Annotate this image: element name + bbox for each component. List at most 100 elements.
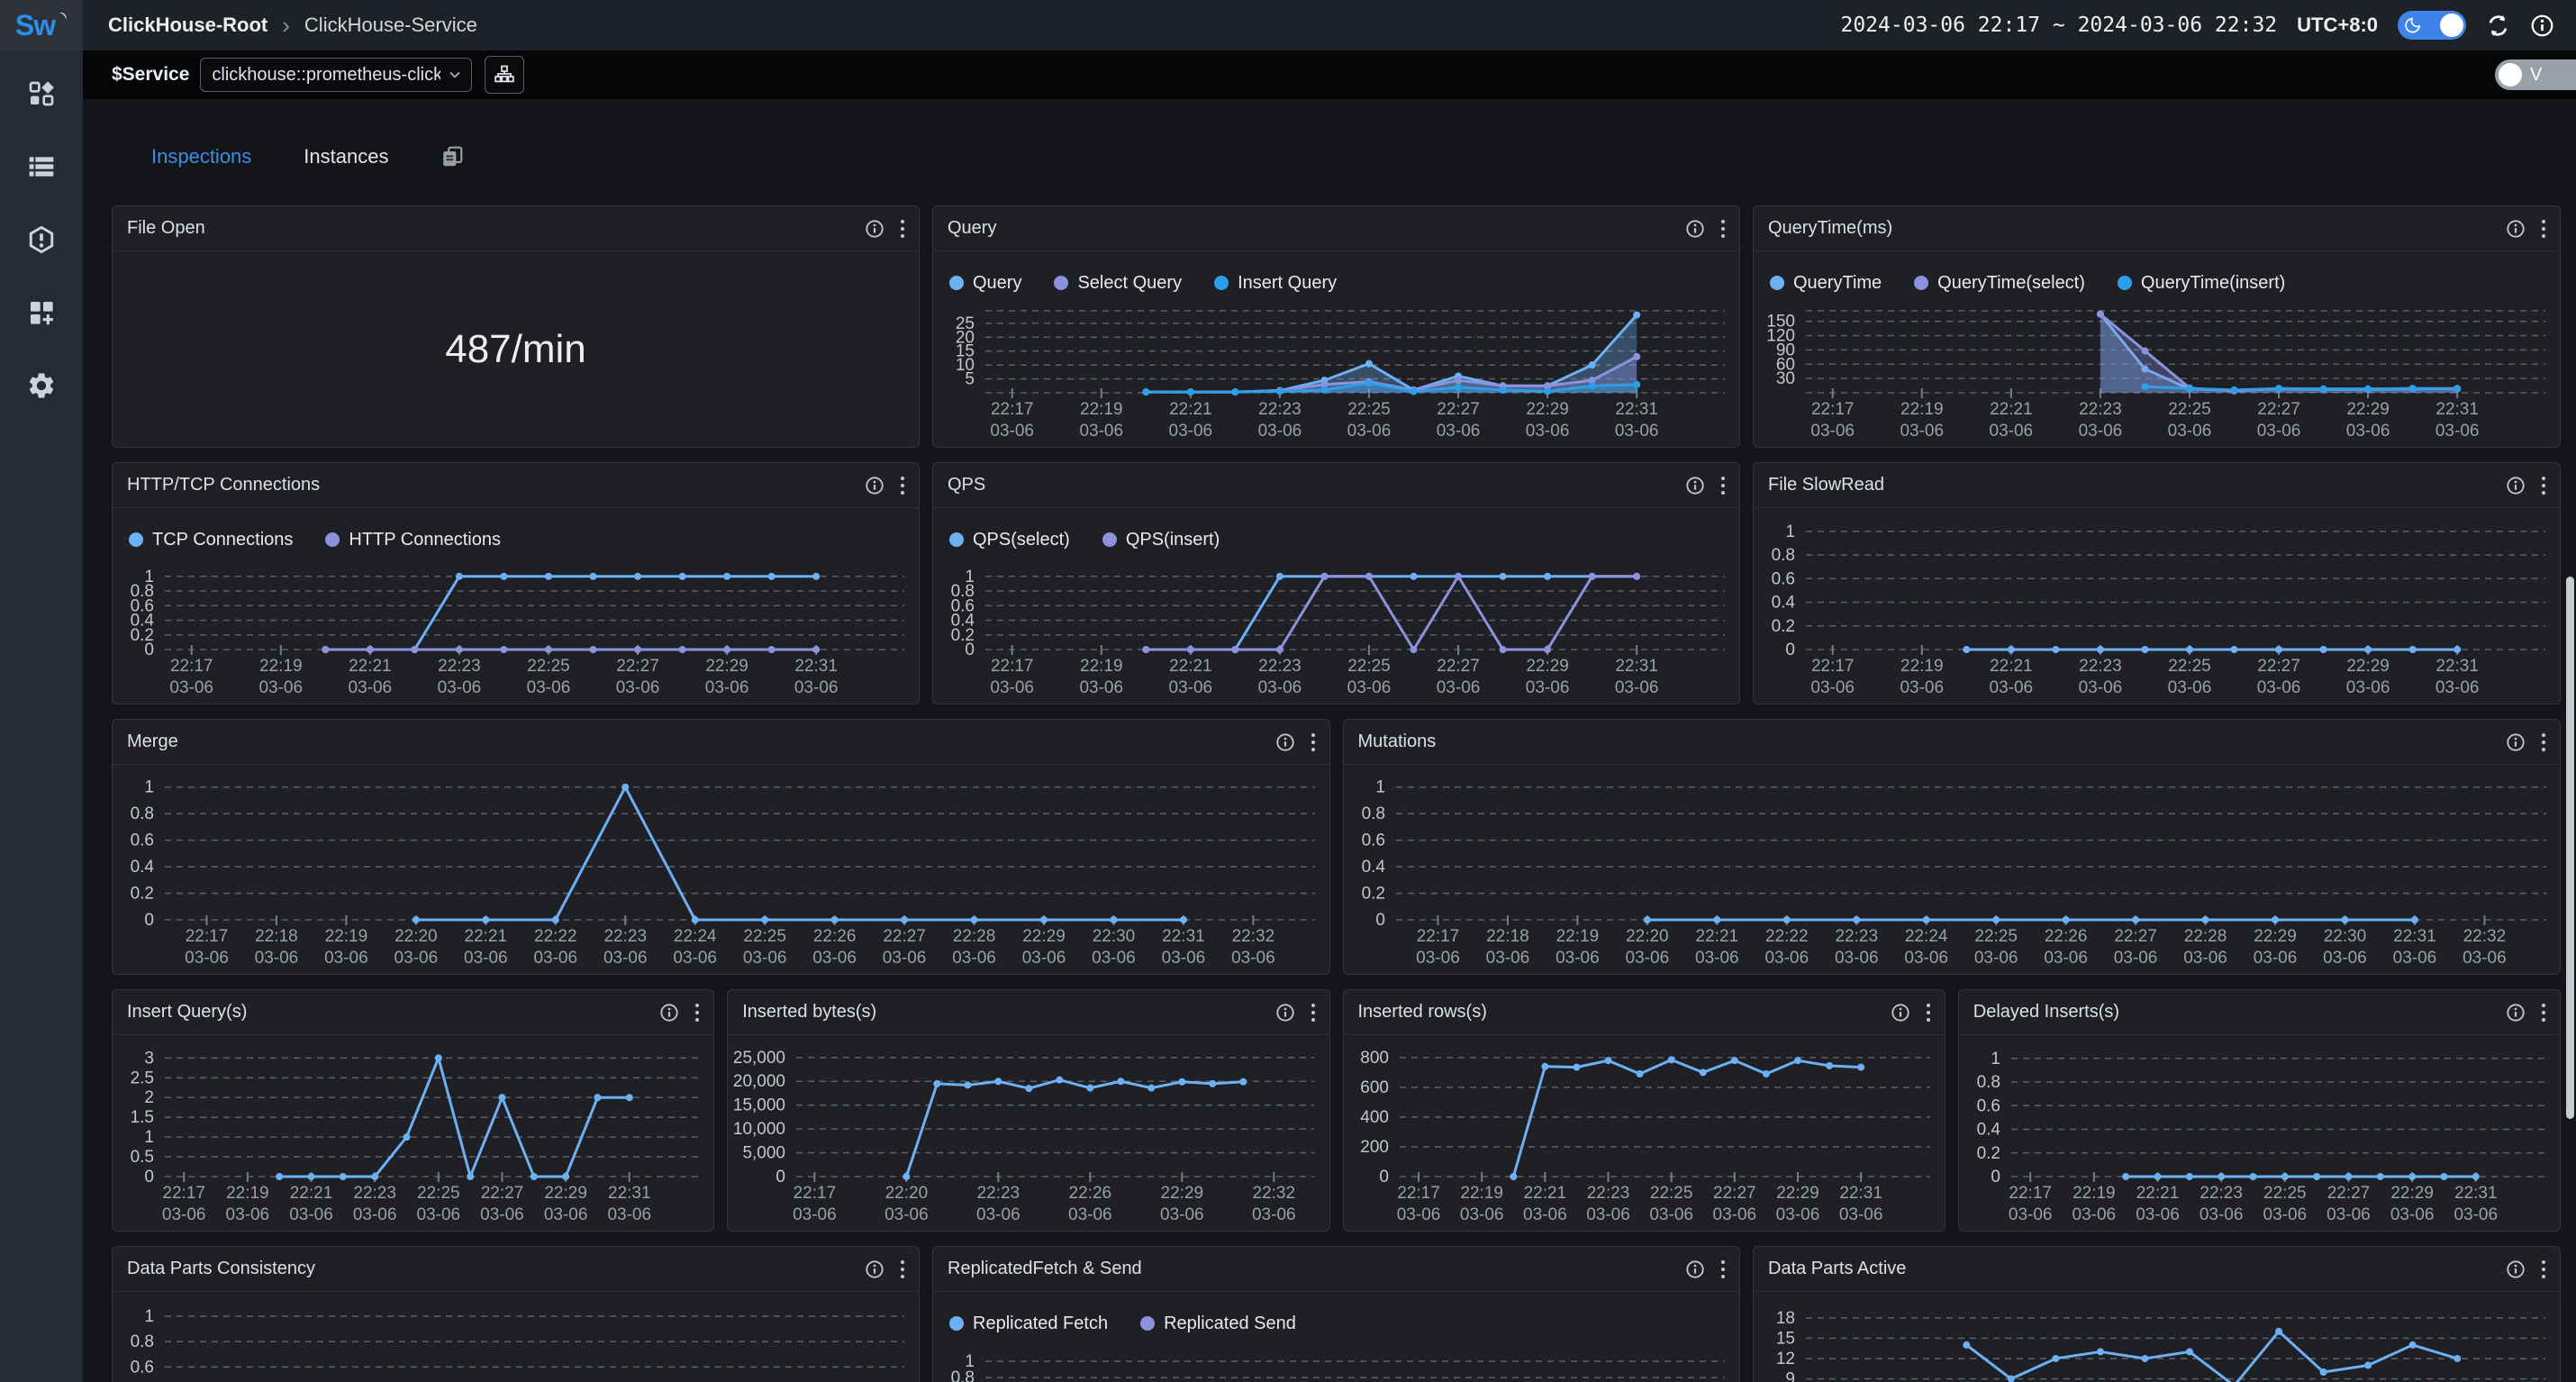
panel-kebab-menu-icon[interactable]	[2542, 1003, 2545, 1022]
legend-item[interactable]: Replicated Send	[1140, 1314, 1296, 1334]
panel-info-icon[interactable]	[1685, 1259, 1705, 1279]
svg-text:22:23: 22:23	[1586, 1184, 1629, 1203]
breadcrumb-root[interactable]: ClickHouse-Root	[108, 14, 268, 36]
panel-kebab-menu-icon[interactable]	[901, 219, 904, 238]
panel-body: TCP Connections HTTP Connections 0 0.2 0.4 0.…	[113, 508, 919, 704]
svg-text:22:25: 22:25	[2168, 400, 2211, 419]
svg-text:200: 200	[1360, 1138, 1389, 1157]
panel-kebab-menu-icon[interactable]	[1311, 732, 1315, 751]
panel-info-icon[interactable]	[865, 476, 884, 496]
legend-item[interactable]: Select Query	[1054, 273, 1182, 294]
panel-kebab-menu-icon[interactable]	[695, 1003, 700, 1022]
panel-info-icon[interactable]	[865, 219, 884, 239]
legend-item[interactable]: QueryTime	[1770, 273, 1882, 294]
panel-kebab-menu-icon[interactable]	[1311, 1003, 1315, 1022]
panel-info-icon[interactable]	[1685, 219, 1705, 239]
sidebar-list-icon[interactable]	[25, 150, 58, 183]
panel-info-icon[interactable]	[2506, 732, 2526, 752]
panel-header: QueryTime(ms)	[1754, 206, 2560, 251]
chart-inserted_bytes[interactable]: 0 5,000 10,000 15,000 20,000 25,000 22:17 03-06…	[728, 1035, 1329, 1231]
panel-kebab-menu-icon[interactable]	[1926, 1003, 1930, 1022]
panel-kebab-menu-icon[interactable]	[901, 476, 904, 495]
chart-dataparts_consistency[interactable]: 00.20.40.60.81	[113, 1292, 919, 1382]
panel-info-icon[interactable]	[865, 1259, 884, 1279]
svg-text:03-06: 03-06	[1485, 949, 1529, 968]
panel-info-icon[interactable]	[1891, 1003, 1910, 1023]
time-range-picker[interactable]: 2024-03-06 22:17 ~ 2024-03-06 22:32	[1840, 14, 2278, 37]
panel-info-icon[interactable]	[2506, 219, 2526, 239]
chart-merge[interactable]: 0 0.2 0.4 0.6 0.8 1 22:17 03-06 22:18 03-06 22:19 0…	[113, 765, 1329, 974]
chart-qps[interactable]: 0 0.2 0.4 0.6 0.8 1 22:17 03-06 22:19 03-06 22:21 0…	[933, 559, 1739, 704]
svg-text:03-06: 03-06	[1258, 678, 1302, 697]
svg-text:30: 30	[1776, 369, 1795, 388]
svg-text:22:22: 22:22	[1765, 927, 1809, 946]
copy-dashboard-icon[interactable]	[440, 145, 464, 168]
panel-header-icons	[1685, 219, 1725, 239]
legend-item[interactable]: QPS(select)	[949, 530, 1070, 550]
sidebar-widgets-add-icon[interactable]	[25, 296, 58, 329]
chart-querytime[interactable]: 30 60 90 120 150 22:17 03-06 22:19 03-06 22:21 03-…	[1754, 302, 2560, 447]
legend-item[interactable]: QueryTime(select)	[1914, 273, 2085, 294]
breadcrumb-current[interactable]: ClickHouse-Service	[304, 14, 477, 36]
legend-item[interactable]: QueryTime(insert)	[2117, 273, 2285, 294]
chart-replicated[interactable]: 00.20.40.60.81	[933, 1342, 1739, 1382]
chart-insert_query[interactable]: 0 0.5 1 1.5 2 2.5 3 22:17 03-06 22:19 03-06 22:21 03…	[113, 1035, 713, 1231]
svg-text:10,000: 10,000	[733, 1120, 785, 1139]
panel-kebab-menu-icon[interactable]	[2542, 219, 2545, 238]
panel-kebab-menu-icon[interactable]	[1721, 219, 1725, 238]
chart-fileslowread[interactable]: 0 0.2 0.4 0.6 0.8 1 22:17 03-06 22:19 03-06 22:21 0…	[1754, 508, 2560, 704]
sidebar-alert-hexagon-icon[interactable]	[25, 223, 58, 256]
panel-info-icon[interactable]	[1275, 732, 1295, 752]
tab-inspections[interactable]: Inspections	[151, 145, 252, 168]
chart-legend: Replicated Fetch Replicated Send	[933, 1292, 1739, 1342]
refresh-icon[interactable]	[2486, 14, 2510, 38]
chart-inserted_rows[interactable]: 0 200 400 600 800 22:17 03-06 22:19 03-06 22:21 03…	[1344, 1035, 1945, 1231]
panel-info-icon[interactable]	[2506, 1003, 2526, 1023]
panel-kebab-menu-icon[interactable]	[901, 1259, 904, 1278]
sidebar-settings-gear-icon[interactable]	[25, 369, 58, 402]
svg-text:03-06: 03-06	[2435, 678, 2480, 697]
panel-title: Data Parts Active	[1768, 1259, 1907, 1278]
chart-dataparts_active[interactable]: 9 12 15 18	[1754, 1292, 2560, 1382]
svg-text:22:20: 22:20	[885, 1184, 929, 1203]
panel-info-icon[interactable]	[2506, 1259, 2526, 1279]
svg-text:22:23: 22:23	[2079, 400, 2122, 419]
panel-kebab-menu-icon[interactable]	[1721, 476, 1725, 495]
svg-text:1: 1	[1991, 1050, 2000, 1068]
tab-instances[interactable]: Instances	[304, 145, 389, 168]
legend-item[interactable]: HTTP Connections	[325, 530, 501, 550]
legend-item[interactable]: QPS(insert)	[1102, 530, 1220, 550]
info-icon[interactable]	[2530, 14, 2554, 38]
view-toggle[interactable]: V	[2495, 59, 2576, 90]
panel-kebab-menu-icon[interactable]	[2542, 1259, 2545, 1278]
panel-kebab-menu-icon[interactable]	[1721, 1259, 1725, 1278]
svg-text:20: 20	[956, 328, 975, 347]
legend-item[interactable]: TCP Connections	[129, 530, 293, 550]
svg-text:03-06: 03-06	[353, 1205, 397, 1224]
svg-text:22:24: 22:24	[1904, 927, 1947, 946]
legend-item[interactable]: Query	[949, 273, 1021, 294]
topology-button[interactable]	[485, 56, 525, 94]
chart-delayed_inserts[interactable]: 0 0.2 0.4 0.6 0.8 1 22:17 03-06 22:19 03-06 22:21 0…	[1959, 1035, 2560, 1231]
chart-mutations[interactable]: 0 0.2 0.4 0.6 0.8 1 22:17 03-06 22:18 03-06 22:19 0…	[1344, 765, 2561, 974]
panel-kebab-menu-icon[interactable]	[2542, 732, 2545, 751]
chart-connections[interactable]: 0 0.2 0.4 0.6 0.8 1 22:17 03-06 22:19 03-06 22:21 0…	[113, 559, 919, 704]
legend-item[interactable]: Insert Query	[1214, 273, 1337, 294]
panel-info-icon[interactable]	[2506, 476, 2526, 496]
svg-text:22:17: 22:17	[2009, 1184, 2052, 1203]
legend-item[interactable]: Replicated Fetch	[949, 1314, 1108, 1334]
legend-label: Replicated Fetch	[973, 1313, 1109, 1333]
vertical-scrollbar-thumb[interactable]	[2566, 577, 2574, 1119]
panel-info-icon[interactable]	[659, 1003, 679, 1023]
svg-text:03-06: 03-06	[1169, 422, 1213, 441]
panel-info-icon[interactable]	[1275, 1003, 1295, 1023]
panel-info-icon[interactable]	[1685, 476, 1705, 496]
service-select[interactable]: clickhouse::prometheus-clickhc	[200, 58, 473, 92]
chart-query[interactable]: 5 10 15 20 25 22:17 03-06 22:19 03-06 22:21 03-06 2…	[933, 302, 1739, 447]
svg-text:03-06: 03-06	[1649, 1205, 1693, 1224]
panel-header-icons	[2506, 1003, 2545, 1023]
top-header-bar: Sw ClickHouse-Root › ClickHouse-Service …	[0, 0, 2576, 50]
sidebar-dashboard-icon[interactable]	[25, 77, 58, 110]
dark-mode-toggle[interactable]	[2398, 11, 2466, 40]
panel-kebab-menu-icon[interactable]	[2542, 476, 2545, 495]
